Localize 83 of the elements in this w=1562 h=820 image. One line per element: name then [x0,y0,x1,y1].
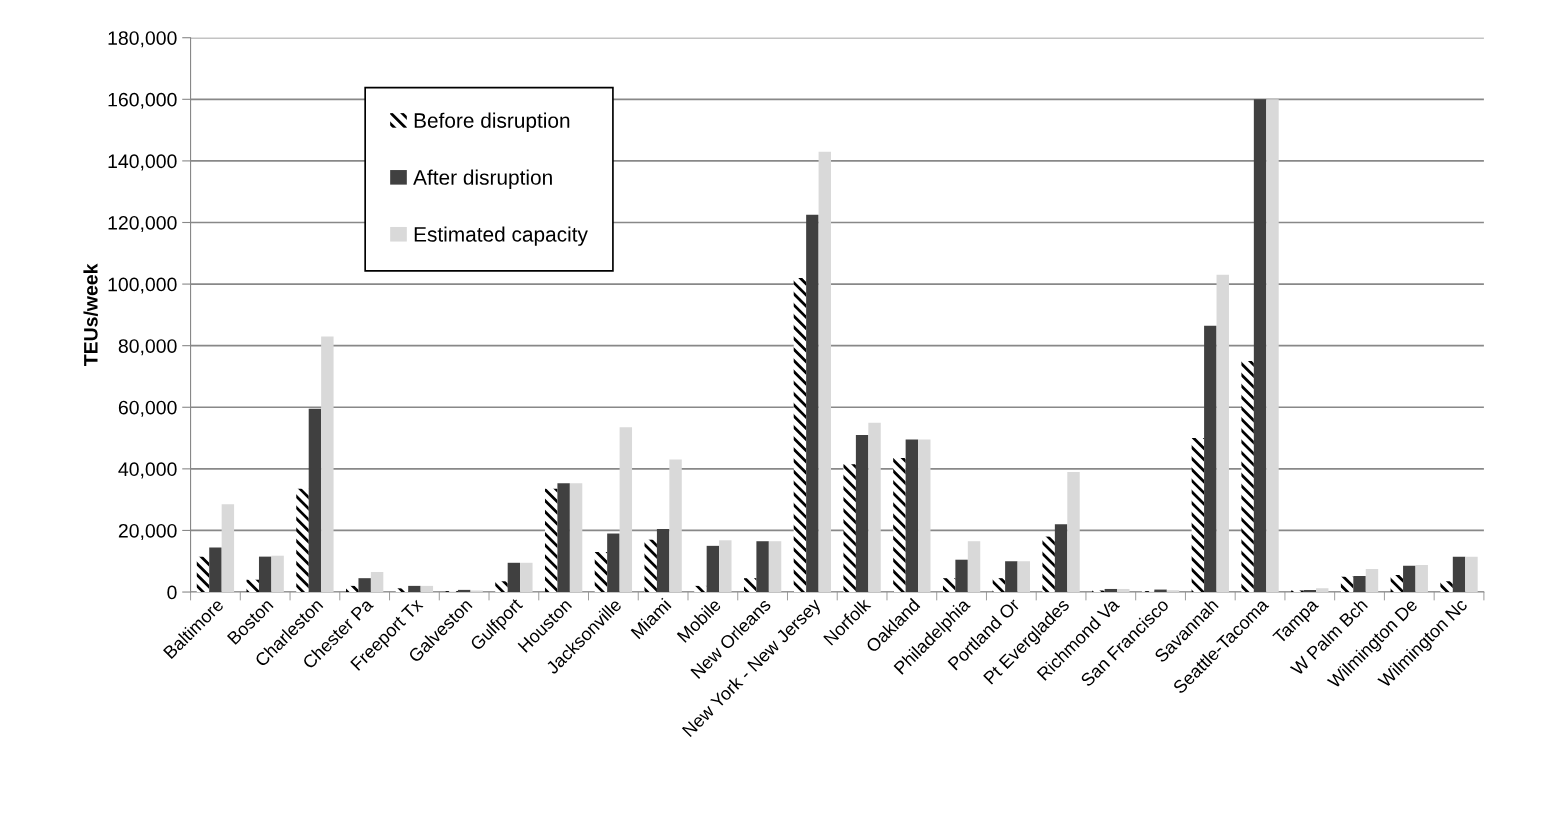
y-tick-label: 180,000 [108,31,177,48]
bar [768,541,782,593]
bar [743,578,757,593]
bar [495,581,508,593]
bar [594,552,608,593]
bar [1042,536,1055,593]
bar [1054,524,1068,593]
y-tick-label: 160,000 [108,92,177,109]
bar [321,336,334,593]
bar [1104,588,1118,593]
bar [370,572,384,593]
bar [967,541,981,593]
bar [905,439,919,593]
y-tick-label: 0 [167,585,177,600]
bar [209,547,222,593]
legend-label: Estimated capacity [414,226,588,246]
bar [1465,556,1478,593]
bar [1216,274,1229,593]
bar [818,151,832,593]
bar [1390,575,1404,593]
y-axis-title: TEUs/week [83,263,98,366]
bar [893,458,906,593]
bar [669,459,682,593]
bar [1440,581,1453,593]
bar [1241,361,1254,593]
bar [1353,576,1366,593]
bar [271,555,284,593]
bar [346,585,359,593]
bar [1403,565,1416,593]
bar [1452,556,1466,593]
bar [1340,576,1354,593]
y-tick-label: 80,000 [118,339,177,356]
bar [395,588,409,593]
bar [569,483,583,593]
y-tick-label: 120,000 [108,215,177,233]
bar [793,277,807,593]
bar [1017,561,1030,593]
bar [706,545,720,593]
bar [918,439,931,593]
y-tick-label: 100,000 [108,277,177,294]
bar [196,556,210,593]
bar [607,533,620,593]
bar [955,559,968,593]
bar [308,408,322,593]
bar [1266,99,1279,593]
bar [420,585,434,593]
legend-label: After disruption [413,169,552,189]
bar [619,427,633,593]
bar [992,578,1006,593]
bar [806,214,819,593]
bar [221,504,235,593]
y-tick-label: 20,000 [118,523,177,540]
bar [1415,564,1428,593]
bar [942,578,956,593]
bar [246,579,259,593]
bar [719,540,732,593]
bar [855,434,869,593]
bar [843,464,856,593]
bar [644,539,657,593]
bar [544,488,558,593]
bar [408,585,421,593]
bar [1204,325,1217,593]
bar [1117,588,1130,593]
bar [756,541,769,593]
bar [1067,471,1080,593]
bar [258,556,272,593]
bar [507,562,521,593]
bar [868,422,881,593]
legend-label: Before disruption [414,112,570,133]
y-tick-label: 40,000 [118,462,177,479]
bar [1191,438,1205,593]
bar [656,528,670,593]
bar [1316,588,1329,593]
bar [1005,561,1018,593]
y-tick-label: 60,000 [118,400,177,417]
bar [520,562,533,593]
bar [296,488,309,593]
bar [1365,568,1379,593]
bar [557,483,570,593]
y-tick-label: 140,000 [108,154,177,171]
bar [358,578,371,593]
bar [694,585,707,593]
bar [1253,99,1267,593]
